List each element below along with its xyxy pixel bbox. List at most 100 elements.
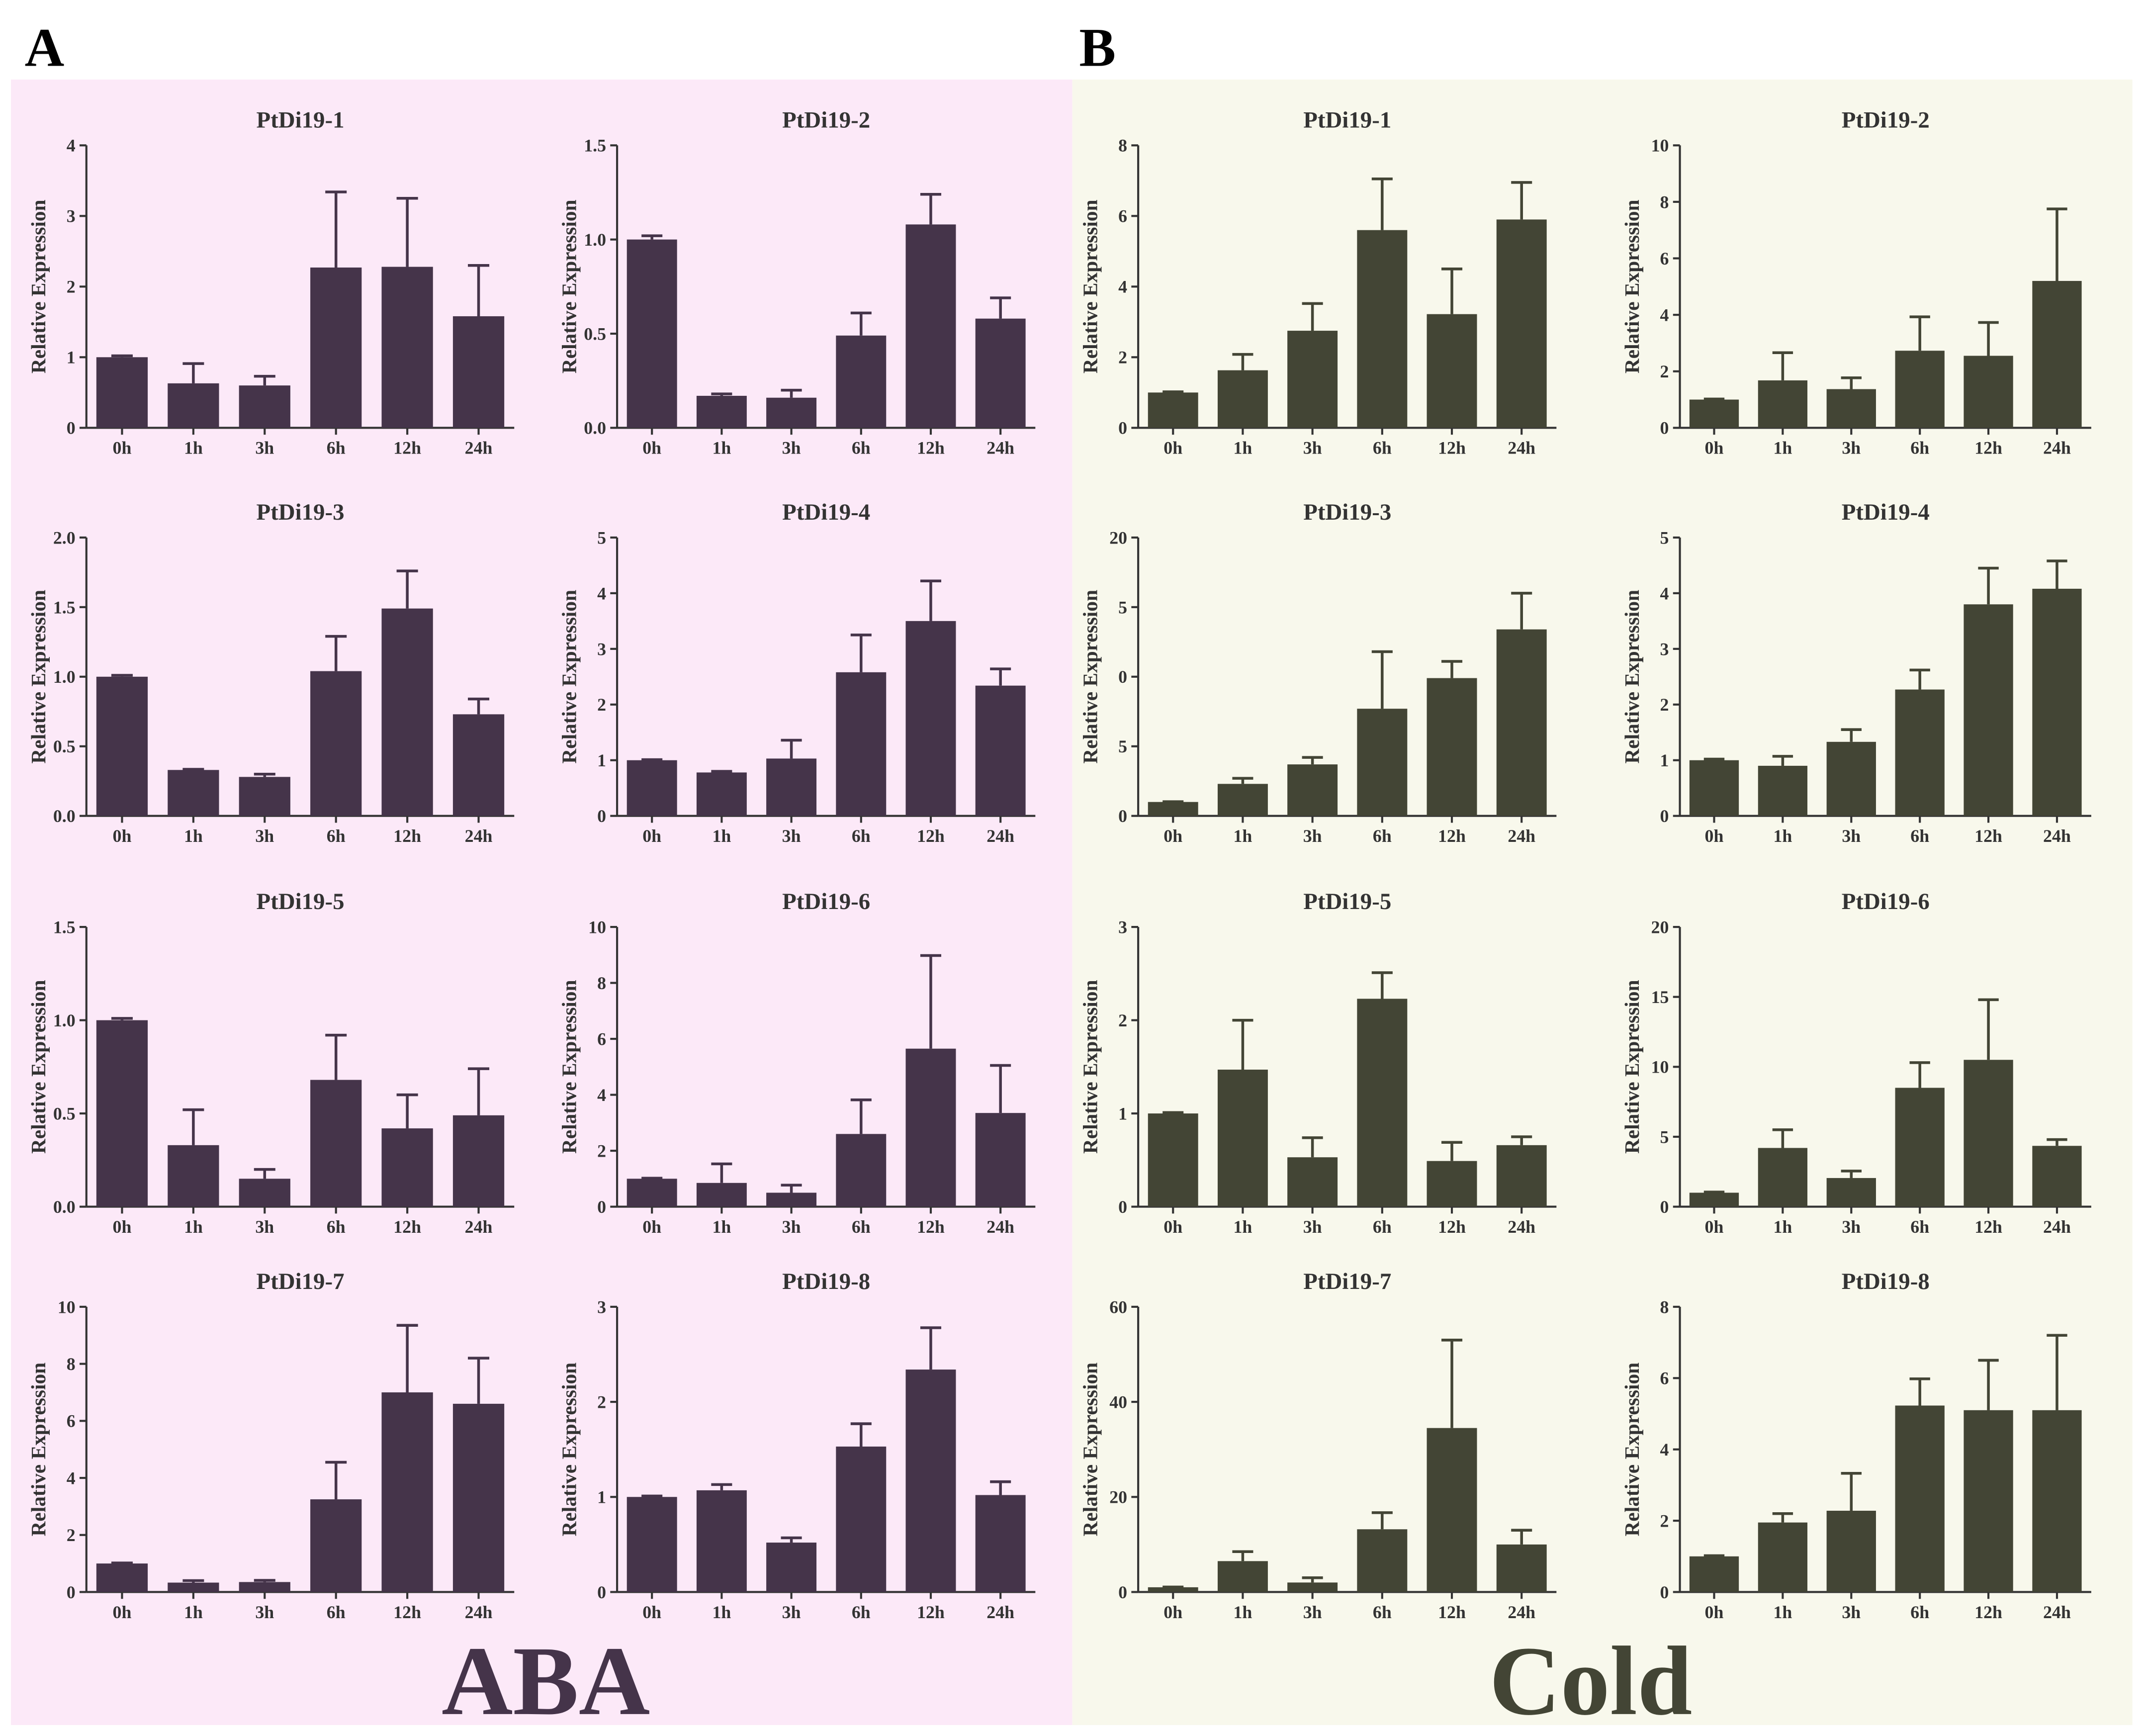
chart-title: PtDi19-6 <box>1842 889 1930 914</box>
error-bar <box>182 768 204 771</box>
y-tick-label: 2 <box>1660 1511 1669 1531</box>
y-tick-label: 8 <box>1660 192 1669 212</box>
x-tick-label: 24h <box>2043 1217 2071 1237</box>
bar <box>168 770 219 816</box>
bar <box>1148 392 1198 428</box>
x-tick-label: 6h <box>852 438 871 458</box>
error-bar <box>2047 1138 2067 1146</box>
x-tick-label: 6h <box>327 1217 346 1237</box>
y-tick-label: 1 <box>67 348 76 367</box>
y-tick-label: 4 <box>1660 583 1669 603</box>
bar <box>905 224 956 428</box>
y-tick-label: 40 <box>1109 1392 1127 1412</box>
x-tick-label: 1h <box>1773 1217 1792 1237</box>
bar <box>1217 1069 1268 1207</box>
y-tick-label: 8 <box>67 1354 76 1374</box>
error-bar <box>1909 315 1930 351</box>
x-tick-label: 12h <box>1438 438 1466 458</box>
bar <box>2032 1146 2082 1207</box>
x-tick-label: 3h <box>255 1217 274 1237</box>
bar <box>381 1128 433 1207</box>
bar <box>1964 604 2013 816</box>
x-tick-label: 0h <box>1705 1602 1724 1622</box>
chart-title: PtDi19-2 <box>1842 107 1930 133</box>
y-tick-label: 4 <box>1660 305 1669 325</box>
y-tick-label: 10 <box>58 1297 76 1317</box>
error-bar <box>781 738 802 759</box>
error-bar <box>1302 756 1323 765</box>
x-tick-label: 24h <box>465 826 493 846</box>
bar <box>905 1048 956 1207</box>
error-bar <box>396 1093 418 1129</box>
bar <box>168 1582 219 1592</box>
error-bar <box>2047 207 2067 281</box>
y-tick-label: 0.5 <box>584 324 606 344</box>
bar <box>1148 1587 1198 1592</box>
y-tick-label: 0 <box>597 806 606 826</box>
error-bar <box>711 1483 732 1490</box>
panel-label: A <box>25 17 65 78</box>
x-tick-label: 3h <box>1842 1217 1861 1237</box>
error-bar <box>1441 1141 1463 1161</box>
y-tick-label: 2 <box>67 277 76 297</box>
chart-title: PtDi19-1 <box>256 107 344 133</box>
bar <box>1964 1410 2013 1592</box>
error-bar <box>920 1326 942 1370</box>
y-tick-label: 1 <box>1660 750 1669 770</box>
bar <box>239 777 290 816</box>
error-bar <box>641 1494 663 1498</box>
x-tick-label: 12h <box>1438 826 1466 846</box>
x-tick-label: 6h <box>852 1602 871 1622</box>
chart-title: PtDi19-3 <box>1303 499 1391 525</box>
aba-background <box>11 79 1072 1725</box>
y-axis-label: Relative Expression <box>27 1363 50 1537</box>
bar <box>1895 1088 1945 1207</box>
x-tick-label: 1h <box>184 1217 203 1237</box>
x-tick-label: 0h <box>113 826 132 846</box>
y-tick-label: 1 <box>1118 1104 1127 1124</box>
panel-label: B <box>1079 17 1116 78</box>
error-bar <box>182 1108 204 1145</box>
error-bar <box>990 667 1011 686</box>
x-tick-label: 6h <box>1910 826 1929 846</box>
error-bar <box>1978 566 1999 605</box>
treatment-label: Cold <box>1489 1626 1692 1736</box>
y-tick-label: 10 <box>588 917 606 937</box>
y-axis-label: Relative Expression <box>557 590 580 764</box>
y-tick-label: 0 <box>597 1197 606 1217</box>
y-tick-label: 1.0 <box>53 1010 76 1030</box>
bar <box>1427 314 1477 428</box>
bar <box>1357 1529 1408 1592</box>
bar <box>1287 1157 1338 1207</box>
error-bar <box>1232 777 1253 784</box>
y-tick-label: 5 <box>1118 597 1127 617</box>
error-bar <box>781 1536 802 1543</box>
y-tick-label: 0 <box>597 1582 606 1602</box>
x-tick-label: 12h <box>393 826 421 846</box>
error-bar <box>1302 302 1323 331</box>
bar <box>975 318 1026 428</box>
bar <box>1148 802 1198 816</box>
error-bar <box>1511 592 1532 630</box>
error-bar <box>468 1357 490 1404</box>
bar <box>239 1582 290 1592</box>
x-tick-label: 24h <box>465 1602 493 1622</box>
y-tick-label: 0.0 <box>53 806 76 826</box>
error-bar <box>325 190 347 268</box>
error-bar <box>1232 1550 1253 1561</box>
y-tick-label: 2 <box>1118 1010 1127 1030</box>
bar <box>2032 1410 2082 1592</box>
bar <box>452 1403 505 1592</box>
x-tick-label: 24h <box>1508 826 1535 846</box>
x-tick-label: 24h <box>1508 1217 1535 1237</box>
error-bar <box>1232 1018 1253 1070</box>
bar <box>836 672 887 816</box>
bar <box>1217 784 1268 816</box>
chart-title: PtDi19-5 <box>256 889 344 914</box>
x-tick-label: 12h <box>1974 1602 2002 1622</box>
x-tick-label: 12h <box>917 1217 945 1237</box>
x-tick-label: 1h <box>1234 826 1252 846</box>
bar <box>836 335 887 428</box>
y-tick-label: 3 <box>67 206 76 226</box>
